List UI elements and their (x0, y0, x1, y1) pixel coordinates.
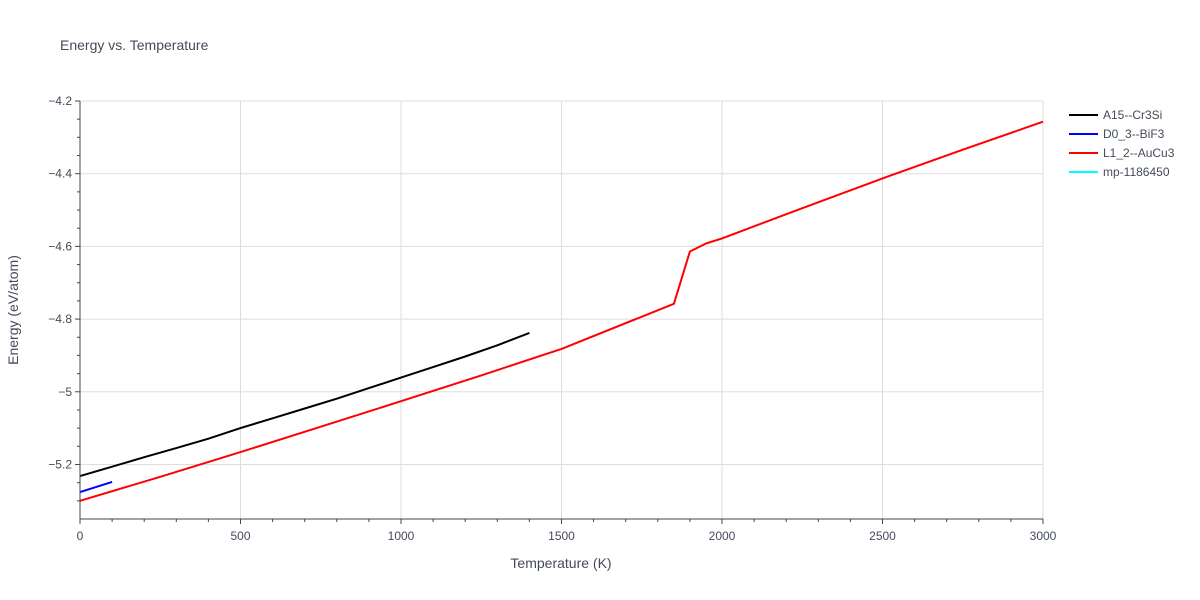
x-tick-label: 1000 (388, 529, 415, 543)
y-tick-label: −4.4 (48, 167, 72, 181)
legend[interactable]: A15--Cr3Si D0_3--BiF3 L1_2--AuCu3 mp-118645… (1069, 108, 1175, 179)
y-tick-label: −4.8 (48, 312, 72, 326)
axes: 0 500 1000 1500 2000 2500 3000 −5.2 −5 −4.8 −4.6 −4… (48, 94, 1056, 543)
grid-lines (79, 100, 1044, 519)
legend-label: L1_2--AuCu3 (1103, 146, 1175, 160)
series-line-d0-3-bif3 (79, 480, 113, 494)
x-tick-label: 1500 (548, 529, 575, 543)
legend-item-d0-3-bif3[interactable]: D0_3--BiF3 (1069, 127, 1165, 141)
x-tick-label: 500 (230, 529, 250, 543)
y-tick-label: −4.6 (48, 239, 72, 253)
series-line-l1-2-aucu3 (79, 120, 1044, 502)
legend-item-l1-2-aucu3[interactable]: L1_2--AuCu3 (1069, 146, 1175, 160)
y-tick-label: −5.2 (48, 457, 72, 471)
series-line-a15-cr3si (79, 331, 530, 478)
legend-label: A15--Cr3Si (1103, 108, 1162, 122)
x-tick-label: 2500 (869, 529, 896, 543)
legend-label: mp-1186450 (1103, 165, 1170, 179)
chart-title: Energy vs. Temperature (60, 37, 209, 53)
legend-item-a15-cr3si[interactable]: A15--Cr3Si (1069, 108, 1162, 122)
x-tick-label: 0 (77, 529, 84, 543)
y-tick-label: −5 (58, 385, 72, 399)
legend-label: D0_3--BiF3 (1103, 127, 1165, 141)
x-tick-label: 2000 (709, 529, 736, 543)
y-tick-label: −4.2 (48, 94, 72, 108)
y-axis-label: Energy (eV/atom) (5, 255, 21, 365)
legend-item-mp-1186450[interactable]: mp-1186450 (1069, 165, 1170, 179)
series-layer (79, 120, 1044, 502)
x-axis-label: Temperature (K) (510, 555, 611, 571)
x-tick-label: 3000 (1030, 529, 1057, 543)
